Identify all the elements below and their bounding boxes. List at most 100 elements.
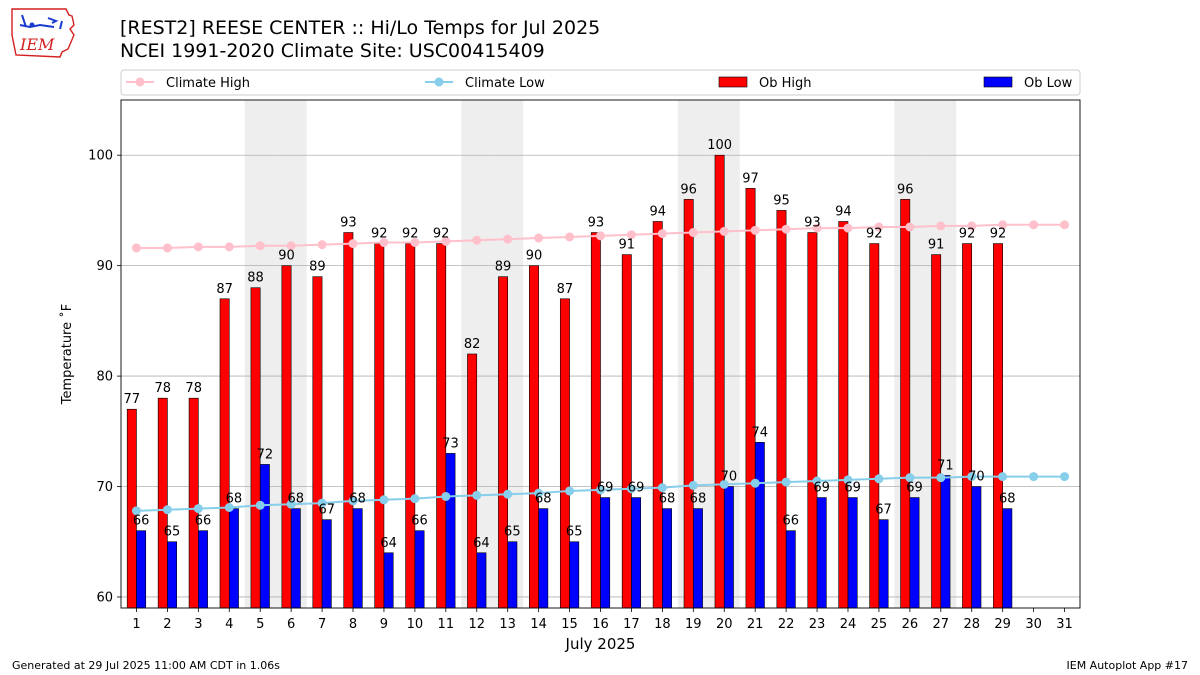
ob-low-bar [909, 497, 920, 609]
climate-low-point [967, 472, 977, 482]
ob-low-data-label: 69 [906, 481, 923, 496]
climate-low-point [286, 499, 296, 509]
climate-high-point [657, 229, 667, 239]
climate-high-point [534, 233, 544, 243]
climate-high-point [998, 220, 1008, 230]
ob-low-bar [167, 541, 177, 609]
ob-high-data-label: 89 [495, 260, 512, 275]
ob-high-data-label: 91 [619, 238, 636, 253]
x-tick-label: 21 [747, 617, 764, 632]
climate-high-point [626, 230, 636, 240]
ob-low-data-label: 68 [226, 492, 243, 507]
ob-low-data-label: 68 [690, 492, 707, 507]
climate-high-point [874, 222, 884, 232]
ob-low-data-label: 65 [566, 525, 583, 540]
ob-high-bar [683, 199, 694, 609]
ob-low-data-label: 74 [752, 425, 769, 440]
ob-low-bar [878, 519, 889, 609]
ob-high-bar [436, 243, 447, 609]
ob-high-data-label: 90 [278, 249, 295, 264]
weather-station-icon [19, 14, 63, 30]
climate-high-point [472, 235, 482, 245]
ob-low-legend-swatch [983, 76, 1013, 88]
x-tick-label: 11 [438, 617, 455, 632]
ob-high-data-label: 92 [959, 227, 976, 242]
ob-low-bar [538, 508, 549, 609]
climate-low-point [812, 476, 822, 486]
climate-high-point [162, 243, 172, 253]
ob-high-bar [962, 243, 973, 609]
x-tick-label: 8 [349, 617, 357, 632]
ob-high-bar [590, 232, 601, 609]
ob-low-bar [414, 530, 425, 609]
app-footer: IEM Autoplot App #17 [1066, 659, 1189, 672]
ob-high-data-label: 96 [897, 182, 914, 197]
climate-low-point [131, 506, 141, 516]
ob-low-data-label: 68 [349, 492, 366, 507]
ob-low-data-label: 66 [411, 514, 428, 529]
climate-low-legend-marker [434, 77, 444, 87]
ob-high-data-label: 91 [928, 238, 945, 253]
ob-high-bar [807, 232, 818, 609]
x-tick-label: 29 [994, 617, 1011, 632]
x-tick-label: 4 [225, 617, 233, 632]
weather-station-dot [29, 22, 35, 28]
climate-low-point [193, 504, 203, 514]
ob-low-data-label: 66 [195, 514, 212, 529]
ob-low-bar [1002, 508, 1013, 609]
y-tick-label: 100 [88, 149, 113, 164]
x-tick-label: 25 [871, 617, 888, 632]
ob-high-bar [869, 243, 880, 609]
ob-low-bar [569, 541, 580, 609]
climate-high-point [1029, 220, 1039, 230]
climate-low-point [441, 491, 451, 501]
ob-low-bar [290, 508, 301, 609]
climate-high-legend-marker [135, 77, 145, 87]
ob-high-bar [900, 199, 911, 609]
climate-high-point [348, 239, 358, 249]
climate-low-point [936, 473, 946, 483]
ob-high-data-label: 93 [340, 216, 357, 231]
ob-high-bar [776, 210, 787, 609]
climate-high-point [503, 234, 513, 244]
climate-low-point [255, 500, 265, 510]
ob-low-data-label: 69 [628, 481, 645, 496]
climate-high-point [255, 241, 265, 251]
climate-low-point [750, 478, 760, 488]
y-tick-label: 70 [96, 480, 113, 495]
climate-low-point [719, 479, 729, 489]
climate-high-point [596, 231, 605, 241]
ob-high-bar [281, 265, 292, 609]
ob-high-legend-swatch [718, 76, 748, 88]
x-tick-label: 28 [963, 617, 980, 632]
ob-high-bar [529, 265, 539, 609]
ob-high-bar [838, 221, 849, 609]
ob-high-bar [993, 243, 1003, 609]
x-tick-label: 19 [685, 617, 702, 632]
climate-high-point [317, 240, 327, 250]
ob-high-data-label: 92 [402, 227, 419, 242]
ob-high-bar [188, 397, 199, 609]
ob-low-data-label: 70 [968, 470, 985, 485]
ob-high-data-label: 94 [649, 204, 666, 219]
ob-high-bar [312, 276, 323, 609]
ob-high-bar [374, 243, 385, 609]
ob-high-data-label: 78 [154, 381, 171, 396]
climate-low-point [781, 477, 791, 487]
ob-low-data-label: 67 [875, 503, 892, 518]
ob-high-bar [714, 154, 725, 609]
ob-high-bar [157, 397, 168, 609]
ob-high-data-label: 87 [557, 282, 574, 297]
ob-low-bar [847, 497, 858, 609]
ob-high-legend-label: Ob High [759, 76, 812, 91]
climate-low-point [657, 483, 667, 493]
x-tick-label: 18 [654, 617, 671, 632]
ob-high-bar [931, 254, 942, 609]
x-tick-label: 3 [194, 617, 202, 632]
ob-low-bar [785, 530, 796, 609]
climate-low-point [596, 485, 605, 495]
ob-low-bar [228, 508, 239, 609]
ob-high-bar [498, 276, 508, 609]
x-tick-label: 9 [380, 617, 388, 632]
